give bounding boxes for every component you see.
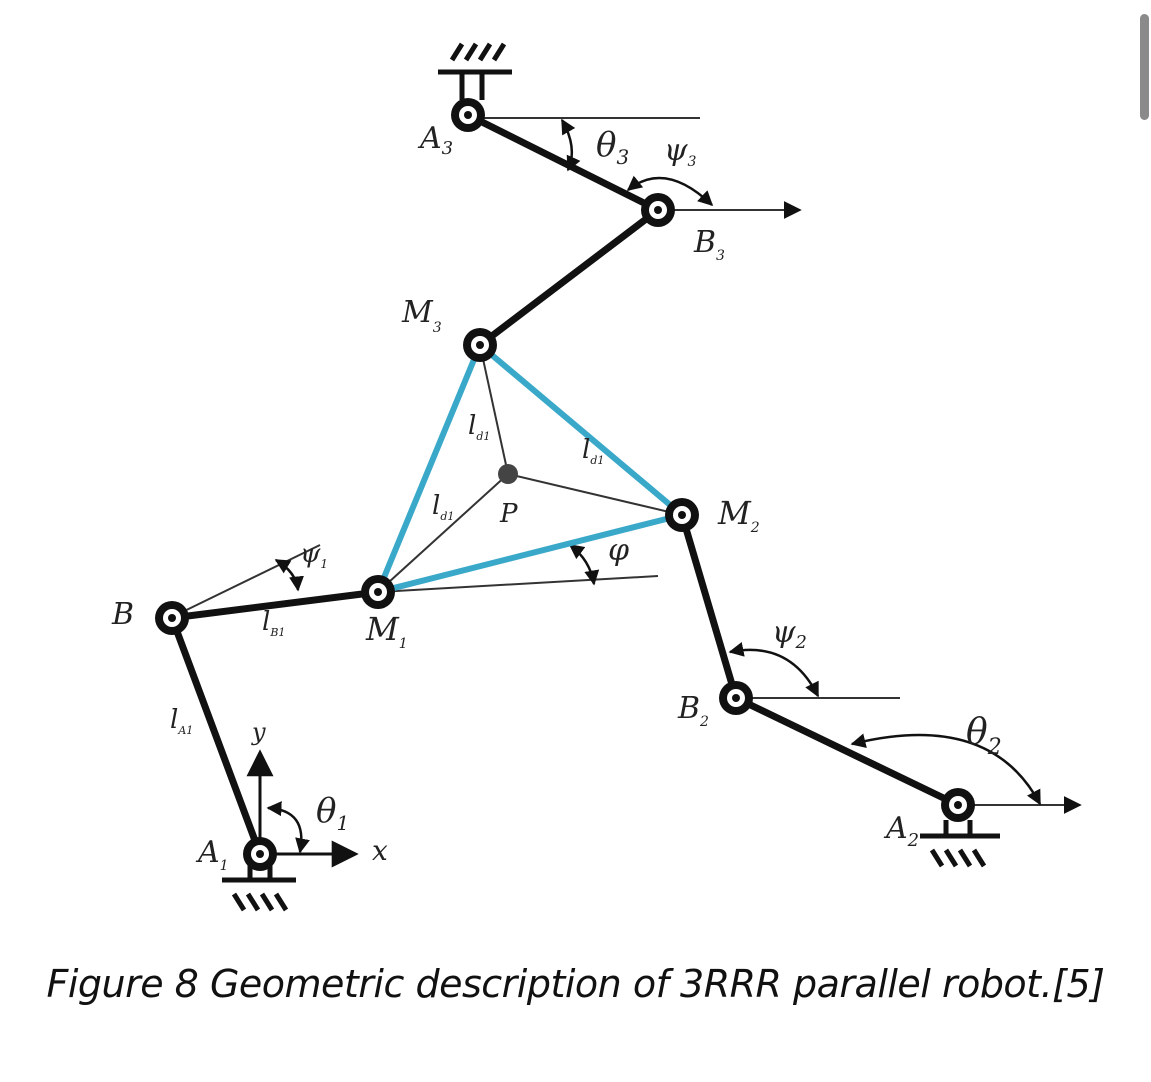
joint-a1	[243, 837, 277, 871]
p-m1-line	[377, 473, 509, 593]
ref-line-b1	[169, 544, 321, 619]
label-psi1: ψ1	[300, 539, 328, 571]
label-m1: M1	[365, 610, 408, 652]
label-x-axis: x	[372, 834, 388, 867]
label-theta1: θ1	[316, 791, 349, 835]
label-m2: M2	[717, 494, 760, 536]
label-ld1-right: ld1	[582, 435, 604, 467]
link-b3-m3	[476, 206, 662, 349]
label-b3: B3	[693, 225, 725, 264]
link-b1-m1	[168, 588, 382, 622]
link-m2-b2	[678, 511, 740, 702]
ground-a1	[222, 864, 296, 912]
label-b1: B	[111, 597, 134, 632]
point-p	[498, 464, 518, 484]
label-a1: A1	[195, 835, 229, 874]
joint-b1	[155, 601, 189, 635]
psi2-arc	[728, 642, 820, 698]
label-ld1-upper: ld1	[468, 411, 490, 443]
label-a3: A3	[417, 121, 453, 159]
label-la1: lA1	[170, 705, 193, 737]
link-b2-a2	[732, 694, 962, 809]
link-a3-b3	[464, 111, 662, 214]
label-theta3: θ3	[596, 125, 629, 169]
joint-m2	[665, 498, 699, 532]
ref-line-m1	[377, 575, 659, 593]
psi3-arc	[626, 175, 714, 207]
ground-a3	[438, 42, 512, 100]
label-m3: M3	[401, 295, 442, 336]
joint-a2	[941, 788, 975, 822]
joint-a3	[451, 98, 485, 132]
p-m3-line	[479, 344, 509, 475]
joint-b3	[641, 193, 675, 227]
label-theta2: θ2	[966, 712, 1002, 760]
label-b2: B2	[677, 691, 709, 730]
label-lb1: lB1	[262, 607, 285, 639]
psi1-arc	[274, 558, 304, 592]
label-ld1-lower: ld1	[432, 491, 454, 523]
label-phi: φ	[608, 533, 629, 568]
label-a2: A2	[883, 811, 919, 851]
label-p: P	[499, 499, 518, 529]
p-m2-line	[507, 473, 683, 516]
scrollbar[interactable]	[1140, 14, 1149, 120]
joint-b2	[719, 681, 753, 715]
label-psi2: ψ2	[772, 615, 807, 653]
theta1-arc	[266, 801, 310, 854]
theta2-arc	[850, 733, 1042, 806]
joints	[155, 98, 975, 871]
link-a1-b1	[168, 614, 264, 858]
joint-m1	[361, 575, 395, 609]
joint-m3	[463, 328, 497, 362]
figure-caption: Figure 8 Geometric description of 3RRR p…	[46, 962, 1105, 1006]
label-psi3: ψ3	[664, 133, 697, 170]
ground-a2	[920, 820, 1000, 868]
phi-arc	[568, 544, 600, 586]
moving-platform	[375, 342, 684, 595]
label-y-axis: y	[251, 718, 266, 746]
